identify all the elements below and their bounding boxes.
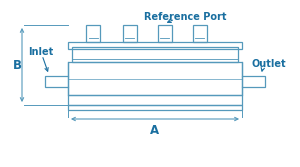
Bar xyxy=(68,95,242,105)
Text: Reference Port: Reference Port xyxy=(144,12,226,22)
Bar xyxy=(68,105,242,110)
Bar xyxy=(86,25,100,42)
Text: Inlet: Inlet xyxy=(28,47,53,57)
Bar xyxy=(123,25,137,42)
Bar xyxy=(193,25,207,42)
Bar xyxy=(68,42,242,49)
Bar xyxy=(158,25,172,42)
Text: Outlet: Outlet xyxy=(252,59,286,69)
Text: B: B xyxy=(13,58,22,71)
Bar xyxy=(72,47,238,62)
Bar xyxy=(68,62,242,95)
Text: A: A xyxy=(150,124,160,137)
Bar xyxy=(45,76,68,87)
Bar xyxy=(242,76,265,87)
